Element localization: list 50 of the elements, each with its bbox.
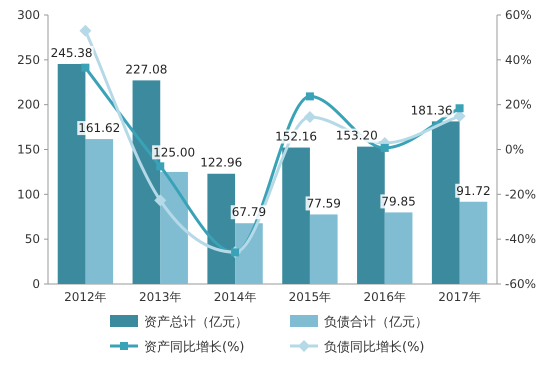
- data-label: 125.00: [153, 145, 196, 160]
- point: [156, 162, 164, 170]
- data-label: 67.79: [232, 205, 266, 220]
- x-tick-label: 2016年: [363, 290, 406, 304]
- point: [304, 110, 316, 123]
- data-label: 77.59: [306, 196, 341, 210]
- bar: [460, 202, 488, 284]
- bar: [384, 212, 412, 284]
- y-tick-label: 100: [17, 187, 40, 202]
- point: [306, 92, 314, 100]
- x-tick-label: 2014年: [214, 290, 256, 304]
- y2-tick-label: 0%: [505, 142, 524, 156]
- legend-label: 负债同比增长(%): [324, 340, 424, 355]
- y-tick-label: 0: [32, 277, 40, 291]
- y-tick-label: 150: [17, 142, 40, 156]
- legend-label: 资产总计（亿元）: [144, 315, 248, 330]
- x-tick-label: 2013年: [138, 290, 182, 304]
- point: [81, 64, 90, 72]
- point: [456, 104, 464, 112]
- data-label: 245.38: [50, 46, 93, 60]
- y2-tick-label: -20%: [505, 187, 536, 202]
- legend-label: 资产同比增长(%): [144, 340, 244, 355]
- y-tick-label: 250: [17, 52, 40, 67]
- bar: [85, 139, 114, 284]
- x-tick-label: 2012年: [64, 290, 107, 304]
- bar: [310, 214, 338, 284]
- y-tick-label: 50: [24, 232, 40, 246]
- data-label: 227.08: [125, 62, 168, 76]
- point: [79, 24, 92, 37]
- y-tick-label: 300: [17, 8, 40, 22]
- x-tick-label: 2017年: [438, 290, 481, 304]
- data-label: 161.62: [78, 121, 120, 136]
- y2-tick-label: 40%: [505, 52, 532, 67]
- data-label: 91.72: [456, 184, 491, 198]
- y2-tick-label: 20%: [505, 98, 532, 112]
- y-tick-label: 200: [17, 98, 40, 112]
- point: [154, 194, 166, 206]
- bar: [160, 172, 188, 284]
- x-tick-label: 2015年: [288, 290, 332, 304]
- data-label: 79.85: [381, 194, 416, 208]
- data-label: 152.16: [275, 130, 318, 144]
- data-label: 181.36: [410, 103, 453, 118]
- y2-tick-label: 60%: [505, 8, 532, 22]
- y2-tick-label: -60%: [505, 277, 536, 291]
- data-label: 122.96: [200, 156, 242, 170]
- point: [380, 144, 389, 152]
- legend-label: 负债合计（亿元）: [324, 315, 428, 330]
- bar: [235, 223, 263, 284]
- y2-tick-label: -40%: [505, 232, 536, 246]
- data-label: 153.20: [336, 128, 378, 143]
